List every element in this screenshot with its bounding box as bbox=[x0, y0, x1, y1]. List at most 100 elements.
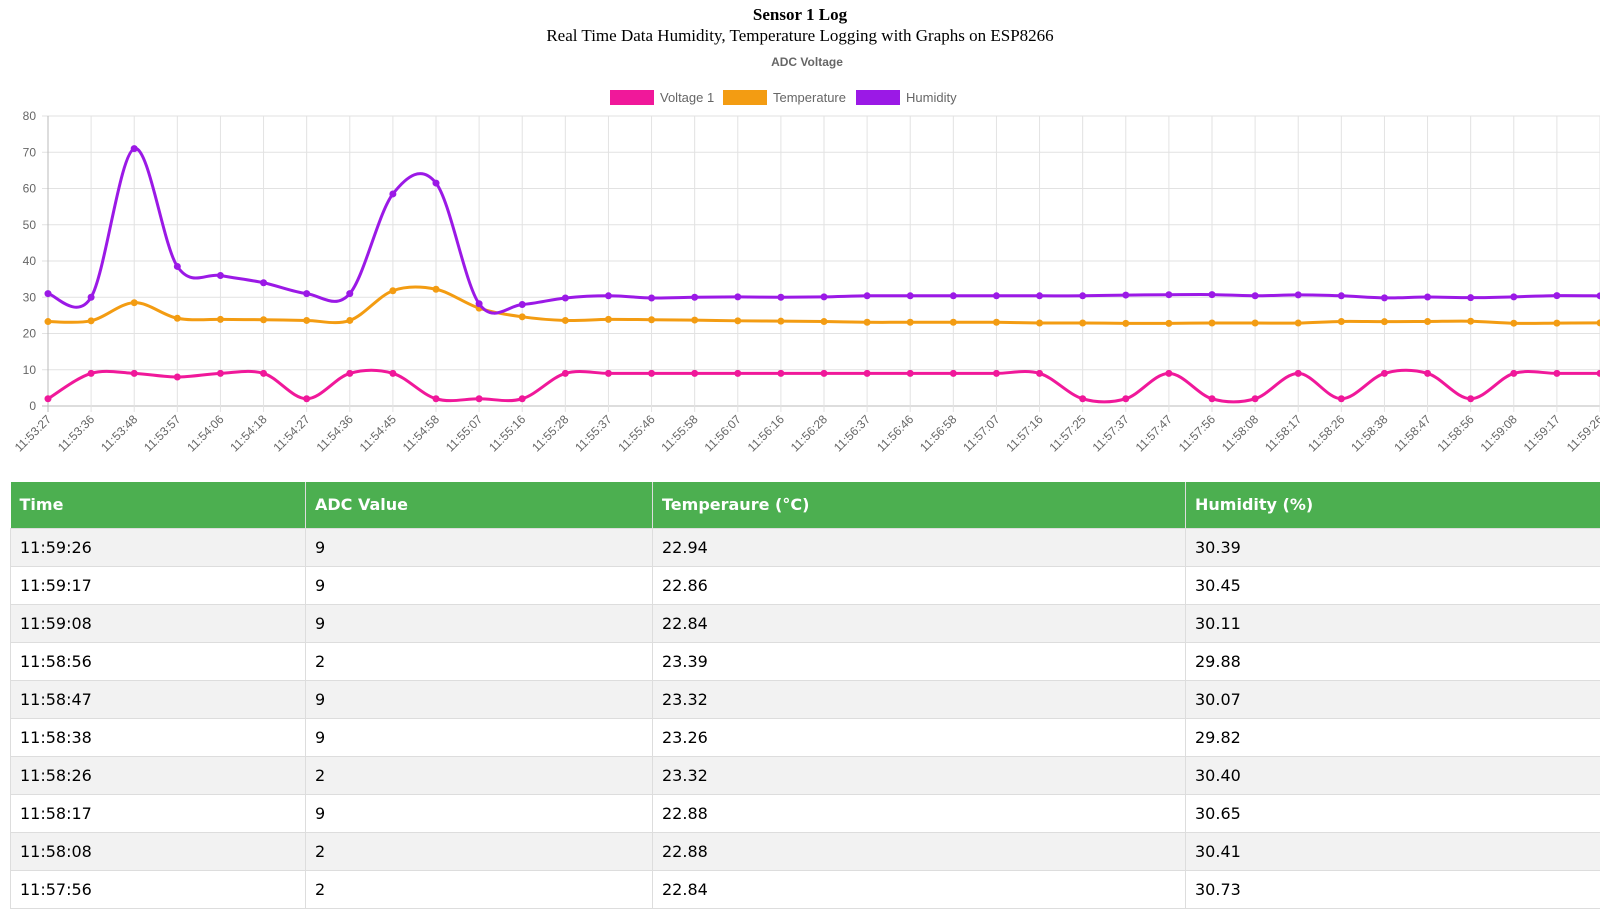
data-point-humidity[interactable] bbox=[1294, 291, 1302, 299]
data-point-humidity[interactable] bbox=[604, 292, 612, 300]
data-point-humidity[interactable] bbox=[777, 293, 785, 301]
data-point-voltage-1[interactable] bbox=[863, 369, 871, 377]
data-point-temperature[interactable] bbox=[734, 317, 742, 325]
data-point-temperature[interactable] bbox=[1208, 319, 1216, 327]
data-point-temperature[interactable] bbox=[1079, 319, 1087, 327]
data-point-temperature[interactable] bbox=[906, 318, 914, 326]
data-point-temperature[interactable] bbox=[216, 315, 224, 323]
data-point-humidity[interactable] bbox=[561, 294, 569, 302]
data-point-voltage-1[interactable] bbox=[1424, 369, 1432, 377]
data-point-humidity[interactable] bbox=[130, 145, 138, 153]
data-point-voltage-1[interactable] bbox=[87, 369, 95, 377]
data-point-temperature[interactable] bbox=[303, 316, 311, 324]
data-point-voltage-1[interactable] bbox=[1553, 369, 1561, 377]
data-point-voltage-1[interactable] bbox=[1079, 395, 1087, 403]
data-point-voltage-1[interactable] bbox=[1251, 395, 1259, 403]
data-point-humidity[interactable] bbox=[1337, 292, 1345, 300]
data-point-temperature[interactable] bbox=[1337, 317, 1345, 325]
data-point-humidity[interactable] bbox=[820, 293, 828, 301]
data-point-voltage-1[interactable] bbox=[777, 369, 785, 377]
data-point-humidity[interactable] bbox=[518, 301, 526, 308]
data-point-temperature[interactable] bbox=[561, 316, 569, 324]
data-point-voltage-1[interactable] bbox=[561, 369, 569, 377]
data-point-humidity[interactable] bbox=[863, 292, 871, 300]
data-point-voltage-1[interactable] bbox=[1165, 369, 1173, 377]
data-point-temperature[interactable] bbox=[1510, 319, 1518, 327]
data-point-temperature[interactable] bbox=[1467, 317, 1475, 325]
data-point-temperature[interactable] bbox=[1553, 319, 1561, 327]
data-point-humidity[interactable] bbox=[734, 293, 742, 301]
data-point-voltage-1[interactable] bbox=[604, 369, 612, 377]
data-point-humidity[interactable] bbox=[1424, 293, 1432, 301]
legend-item-voltage-1[interactable]: Voltage 1 bbox=[610, 90, 714, 105]
data-point-temperature[interactable] bbox=[130, 299, 138, 307]
data-point-voltage-1[interactable] bbox=[303, 395, 311, 403]
data-point-voltage-1[interactable] bbox=[346, 369, 354, 377]
data-point-voltage-1[interactable] bbox=[260, 369, 268, 377]
data-point-temperature[interactable] bbox=[260, 316, 268, 324]
data-point-humidity[interactable] bbox=[1036, 292, 1044, 300]
data-point-voltage-1[interactable] bbox=[216, 369, 224, 377]
data-point-temperature[interactable] bbox=[691, 316, 699, 324]
data-point-temperature[interactable] bbox=[1165, 319, 1173, 327]
data-point-humidity[interactable] bbox=[216, 272, 224, 279]
data-point-voltage-1[interactable] bbox=[130, 369, 138, 377]
data-point-humidity[interactable] bbox=[1251, 292, 1259, 300]
data-point-voltage-1[interactable] bbox=[1510, 369, 1518, 377]
data-point-temperature[interactable] bbox=[389, 287, 397, 295]
data-point-humidity[interactable] bbox=[648, 294, 656, 302]
data-point-humidity[interactable] bbox=[44, 290, 52, 298]
data-point-voltage-1[interactable] bbox=[173, 373, 181, 381]
data-point-humidity[interactable] bbox=[1165, 291, 1173, 299]
data-point-voltage-1[interactable] bbox=[1467, 395, 1475, 403]
data-point-temperature[interactable] bbox=[173, 314, 181, 322]
data-point-voltage-1[interactable] bbox=[648, 369, 656, 377]
data-point-humidity[interactable] bbox=[1553, 292, 1561, 300]
data-point-voltage-1[interactable] bbox=[432, 395, 440, 403]
data-point-humidity[interactable] bbox=[1467, 294, 1475, 302]
data-point-temperature[interactable] bbox=[1251, 319, 1259, 327]
data-point-voltage-1[interactable] bbox=[820, 369, 828, 377]
data-point-voltage-1[interactable] bbox=[1596, 369, 1600, 377]
data-point-humidity[interactable] bbox=[1122, 291, 1130, 299]
data-point-temperature[interactable] bbox=[1036, 319, 1044, 327]
data-point-temperature[interactable] bbox=[992, 318, 1000, 326]
data-point-humidity[interactable] bbox=[1380, 294, 1388, 302]
data-point-voltage-1[interactable] bbox=[1337, 395, 1345, 403]
data-point-voltage-1[interactable] bbox=[1380, 369, 1388, 377]
chart-legend[interactable]: Voltage 1 Temperature Humidity bbox=[610, 90, 957, 105]
legend-item-temperature[interactable]: Temperature bbox=[723, 90, 846, 105]
data-point-voltage-1[interactable] bbox=[906, 369, 914, 377]
data-point-temperature[interactable] bbox=[432, 285, 440, 293]
data-point-humidity[interactable] bbox=[949, 292, 957, 300]
data-point-voltage-1[interactable] bbox=[518, 395, 526, 403]
data-point-temperature[interactable] bbox=[604, 315, 612, 323]
data-point-humidity[interactable] bbox=[1208, 291, 1216, 299]
data-point-humidity[interactable] bbox=[691, 293, 699, 301]
data-point-humidity[interactable] bbox=[432, 179, 440, 187]
data-point-voltage-1[interactable] bbox=[44, 395, 52, 403]
data-point-temperature[interactable] bbox=[1122, 319, 1130, 327]
data-point-humidity[interactable] bbox=[475, 300, 483, 308]
data-point-humidity[interactable] bbox=[1596, 292, 1600, 300]
data-point-temperature[interactable] bbox=[863, 318, 871, 326]
data-point-temperature[interactable] bbox=[87, 317, 95, 325]
data-point-temperature[interactable] bbox=[777, 317, 785, 325]
legend-item-humidity[interactable]: Humidity bbox=[856, 90, 957, 105]
data-point-voltage-1[interactable] bbox=[691, 369, 699, 377]
data-point-voltage-1[interactable] bbox=[734, 369, 742, 377]
data-point-temperature[interactable] bbox=[346, 316, 354, 324]
data-point-voltage-1[interactable] bbox=[949, 369, 957, 377]
data-point-temperature[interactable] bbox=[949, 318, 957, 326]
data-point-voltage-1[interactable] bbox=[389, 369, 397, 377]
data-point-voltage-1[interactable] bbox=[992, 369, 1000, 377]
data-point-temperature[interactable] bbox=[1380, 318, 1388, 326]
data-point-voltage-1[interactable] bbox=[1208, 395, 1216, 403]
data-point-humidity[interactable] bbox=[303, 290, 311, 298]
data-point-voltage-1[interactable] bbox=[475, 395, 483, 403]
data-point-humidity[interactable] bbox=[346, 290, 354, 298]
data-point-humidity[interactable] bbox=[260, 279, 268, 287]
data-point-temperature[interactable] bbox=[518, 313, 526, 321]
data-point-humidity[interactable] bbox=[992, 292, 1000, 300]
data-point-temperature[interactable] bbox=[648, 316, 656, 324]
